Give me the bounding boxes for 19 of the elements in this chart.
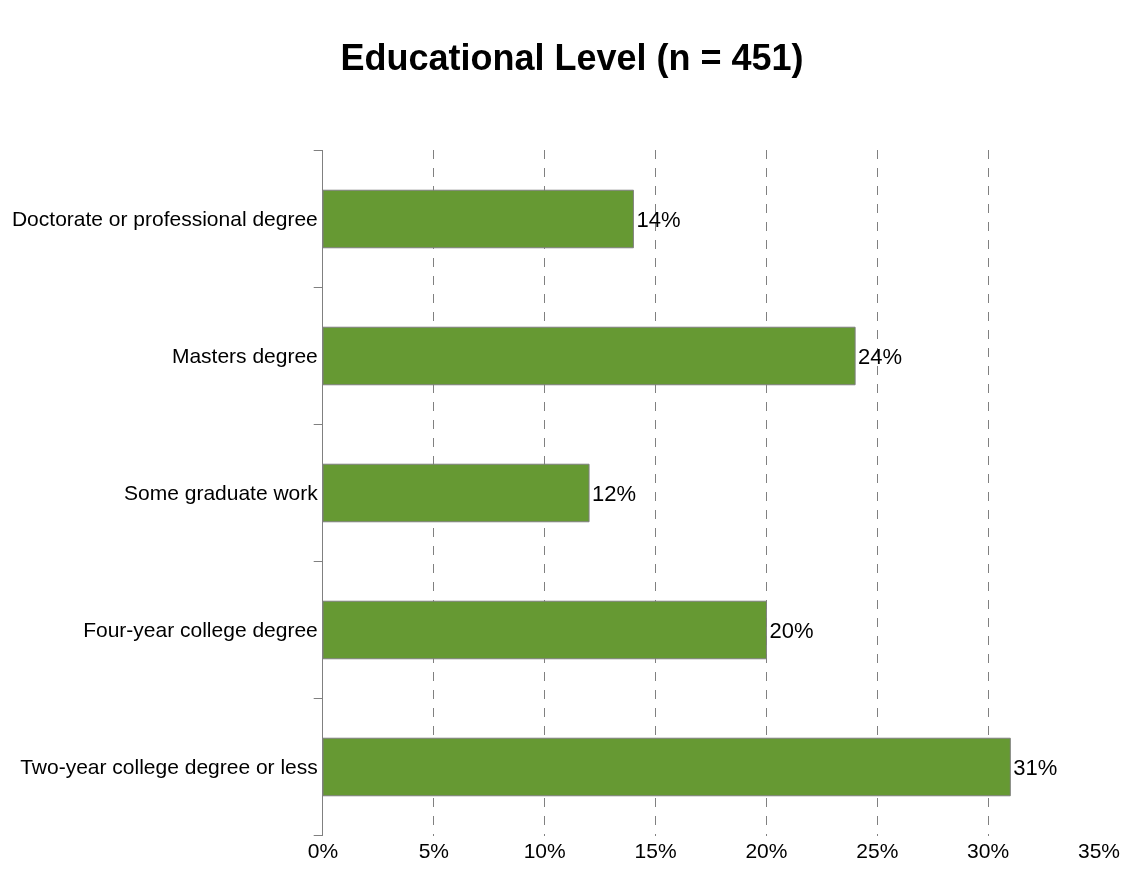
data-label: 20% [769,617,814,643]
y-tick-label: Four-year college degree [83,618,318,642]
y-tick-label: Two-year college degree or less [20,755,318,779]
data-label: 31% [1013,754,1058,780]
y-tick-label: Masters degree [171,344,318,368]
x-tick-label: 35% [1077,839,1121,862]
chart-title: Educational Level (n = 451) [340,37,804,78]
y-tick-label: Some graduate work [124,481,319,505]
x-tick-label: 15% [634,839,677,862]
y-tick-label: Doctorate or professional degree [11,207,318,231]
x-tick-label: 0% [307,839,339,862]
x-tick-label: 20% [745,839,788,862]
data-label: 14% [636,206,681,232]
x-tick-label: 10% [523,839,566,862]
data-label: 24% [858,343,903,369]
x-tick-label: 30% [967,839,1010,862]
x-tick-label: 25% [856,839,899,862]
data-label: 12% [592,480,637,506]
x-tick-label: 5% [418,839,450,862]
